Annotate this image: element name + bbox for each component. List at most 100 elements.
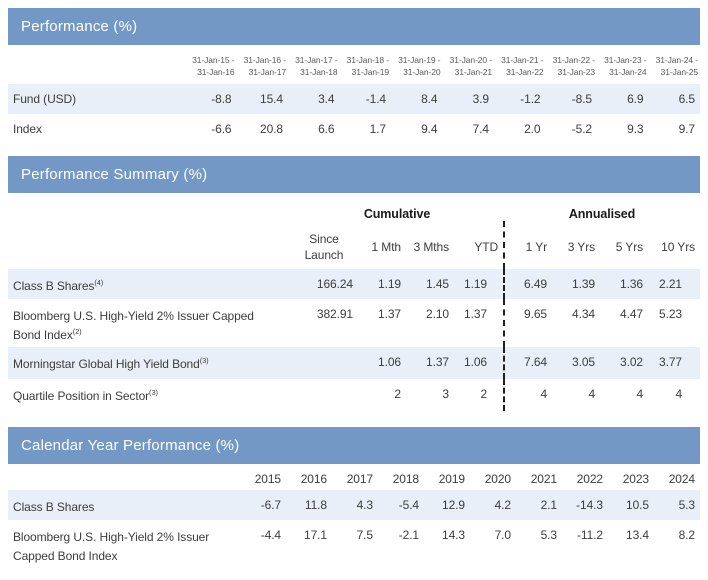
period-start: 31-Jan-19 - [398, 55, 441, 65]
row-label: Index [13, 121, 42, 136]
value-cell: -14.3 [562, 490, 608, 521]
value-cell: 12.9 [424, 490, 470, 521]
value-cell: 166.24 [290, 269, 358, 300]
value-cell: 1.19 [358, 269, 406, 300]
row-label-text: Class B Shares [13, 500, 95, 515]
value-cell: 9.65 [503, 299, 553, 348]
value-cell: -1.4 [339, 83, 391, 114]
ytd-column-header: YTD [474, 239, 499, 254]
section-title: Performance Summary (%) [21, 165, 208, 183]
performance-section-header: Performance (%) [8, 8, 700, 45]
value-cell: 4 [503, 379, 553, 412]
period-column-header: 31-Jan-24 -31-Jan-25 [649, 45, 701, 84]
value-cell: 4.34 [572, 307, 596, 322]
row-label: Quartile Position in Sector(3) [8, 379, 290, 411]
label-text: Morningstar Global High Yield Bond [13, 357, 200, 372]
period-column-header: 31-Jan-20 -31-Jan-21 [443, 45, 495, 84]
value-cell: 1.37 [464, 307, 488, 322]
period-header-row: 31-Jan-15 -31-Jan-16 31-Jan-16 -31-Jan-1… [8, 45, 700, 84]
value-cell: 2.0 [524, 121, 541, 136]
value-cell: 4 [636, 387, 644, 402]
value-cell: 2 [394, 387, 401, 402]
period-start: 31-Jan-20 - [449, 55, 492, 65]
value-cell: 6.9 [597, 83, 649, 114]
value-cell: 4.3 [332, 490, 378, 521]
value-cell: 5.3 [540, 528, 557, 543]
value-cell: 7.5 [356, 528, 373, 543]
year-column-header: 2021 [530, 472, 557, 487]
value-cell: 3.05 [552, 347, 601, 380]
row-label: Bloomberg U.S. High-Yield 2% Issuer Capp… [8, 520, 240, 568]
label-text: Class B Shares [13, 279, 95, 294]
launch-label: Launch [304, 247, 344, 262]
table-row-fund: Fund (USD) -8.8 15.4 3.4 -1.4 8.4 3.9 -1… [8, 83, 700, 114]
value-cell: 5.23 [659, 307, 683, 322]
period-start: 31-Jan-24 - [655, 55, 698, 65]
value-cell: 9.4 [421, 121, 438, 136]
period-column-header: 31-Jan-18 -31-Jan-19 [340, 45, 392, 84]
period-end: 31-Jan-25 [660, 66, 698, 77]
value-cell: 15.4 [236, 83, 288, 114]
value-cell: -6.6 [211, 121, 232, 136]
value-cell: 8.4 [391, 83, 443, 114]
value-cell: -8.5 [545, 83, 597, 114]
value-cell: 9.3 [627, 121, 644, 136]
value-cell: 13.4 [626, 528, 649, 543]
period-end: 31-Jan-21 [454, 66, 492, 77]
value-cell: 14.3 [442, 528, 465, 543]
period-start: 31-Jan-21 - [501, 55, 544, 65]
year-column-header: 2022 [576, 472, 603, 487]
period-start: 31-Jan-17 - [295, 55, 338, 65]
label-text: Quartile Position in Sector [13, 389, 150, 404]
row-label: Class B Shares(4) [8, 269, 290, 300]
value-cell [290, 379, 358, 411]
period-end: 31-Jan-22 [506, 66, 544, 77]
row-label: Fund (USD) [8, 83, 185, 114]
value-cell: 3 [442, 387, 449, 402]
period-column-header: 31-Jan-19 -31-Jan-20 [391, 45, 443, 84]
value-cell: 4 [675, 387, 683, 402]
value-cell: 17.1 [304, 528, 327, 543]
value-cell: 1.36 [600, 269, 649, 300]
row-label: Class B Shares [8, 490, 240, 521]
five-years-column-header: 5 Yrs [615, 239, 644, 254]
period-end: 31-Jan-18 [300, 66, 338, 77]
calendar-section-header: Calendar Year Performance (%) [8, 427, 700, 465]
year-column-header: 2020 [484, 472, 511, 487]
table-row-morningstar: Morningstar Global High Yield Bond(3) 1.… [8, 347, 701, 380]
value-cell: 3.9 [442, 83, 494, 114]
table-row-bloomberg-index: Bloomberg U.S. High-Yield 2% Issuer Capp… [8, 520, 700, 568]
value-cell: 7.0 [494, 528, 511, 543]
value-cell: 20.8 [260, 121, 283, 136]
year-column-header: 2018 [392, 472, 419, 487]
annualised-group-header: Annualised [568, 206, 636, 221]
value-cell: 1.45 [406, 269, 454, 300]
empty-corner-cell [8, 45, 185, 84]
table-row-bloomberg-index: Bloomberg U.S. High-Yield 2% Issuer Capp… [8, 299, 700, 348]
value-cell: 3.02 [600, 347, 649, 380]
summary-section-header: Performance Summary (%) [8, 155, 700, 193]
since-label: Since [309, 231, 339, 246]
year-column-header: 2016 [300, 472, 327, 487]
performance-table: 31-Jan-15 -31-Jan-16 31-Jan-16 -31-Jan-1… [8, 45, 700, 144]
period-column-header: 31-Jan-23 -31-Jan-24 [597, 45, 649, 84]
value-cell: 2.10 [426, 307, 449, 322]
year-column-header: 2017 [346, 472, 373, 487]
period-end: 31-Jan-23 [557, 66, 595, 77]
period-column-header: 31-Jan-21 -31-Jan-22 [494, 45, 546, 84]
period-start: 31-Jan-15 - [192, 55, 235, 65]
performance-summary-table: Cumulative Annualised Since Launch 1 Mth … [8, 193, 701, 412]
value-cell: -5.4 [378, 490, 424, 521]
value-cell: 3.4 [288, 83, 340, 114]
column-header-row: Since Launch 1 Mth 3 Mths YTD 1 Yr 3 Yrs … [8, 220, 700, 270]
value-cell: 1.06 [358, 347, 406, 380]
footnote-marker: (3) [149, 388, 158, 398]
value-cell: -6.7 [240, 490, 286, 521]
value-cell: -5.2 [571, 121, 592, 136]
value-cell: 9.7 [678, 121, 695, 136]
table-row-class-b-shares: Class B Shares -6.7 11.8 4.3 -5.4 12.9 4… [8, 490, 700, 521]
footnote-marker: (4) [94, 278, 104, 288]
footnote-marker: (2) [72, 327, 82, 337]
period-end: 31-Jan-19 [351, 66, 389, 77]
value-cell: 1.39 [552, 269, 601, 300]
